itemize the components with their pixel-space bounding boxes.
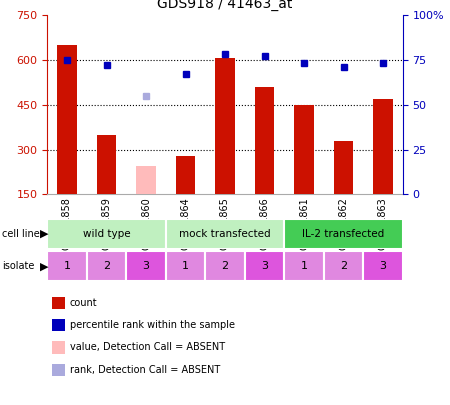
- Text: 2: 2: [221, 261, 229, 271]
- Bar: [255, 87, 274, 194]
- Bar: [373, 99, 393, 194]
- Text: IL-2 transfected: IL-2 transfected: [302, 229, 385, 239]
- Bar: [57, 45, 77, 194]
- Text: percentile rank within the sample: percentile rank within the sample: [70, 320, 235, 330]
- Bar: [205, 251, 245, 281]
- Text: 2: 2: [103, 261, 110, 271]
- Bar: [294, 104, 314, 194]
- Text: 1: 1: [301, 261, 307, 271]
- Text: cell line: cell line: [2, 229, 40, 239]
- Bar: [166, 219, 284, 249]
- Bar: [284, 251, 324, 281]
- Text: count: count: [70, 298, 97, 308]
- Text: ▶: ▶: [40, 229, 48, 239]
- Text: 2: 2: [340, 261, 347, 271]
- Bar: [176, 156, 195, 194]
- Text: 3: 3: [379, 261, 387, 271]
- Text: 1: 1: [63, 261, 71, 271]
- Text: ▶: ▶: [40, 261, 48, 271]
- Text: isolate: isolate: [2, 261, 35, 271]
- Bar: [126, 251, 166, 281]
- Bar: [333, 141, 353, 194]
- Bar: [47, 219, 166, 249]
- Bar: [215, 58, 235, 194]
- Title: GDS918 / 41463_at: GDS918 / 41463_at: [158, 0, 292, 11]
- Bar: [136, 166, 156, 194]
- Bar: [245, 251, 284, 281]
- Text: mock transfected: mock transfected: [179, 229, 271, 239]
- Text: 1: 1: [182, 261, 189, 271]
- Text: rank, Detection Call = ABSENT: rank, Detection Call = ABSENT: [70, 365, 220, 375]
- Bar: [97, 134, 117, 194]
- Text: value, Detection Call = ABSENT: value, Detection Call = ABSENT: [70, 343, 225, 352]
- Text: 3: 3: [143, 261, 149, 271]
- Bar: [87, 251, 126, 281]
- Bar: [166, 251, 205, 281]
- Bar: [47, 251, 87, 281]
- Bar: [324, 251, 363, 281]
- Bar: [363, 251, 403, 281]
- Text: wild type: wild type: [83, 229, 130, 239]
- Bar: [284, 219, 403, 249]
- Text: 3: 3: [261, 261, 268, 271]
